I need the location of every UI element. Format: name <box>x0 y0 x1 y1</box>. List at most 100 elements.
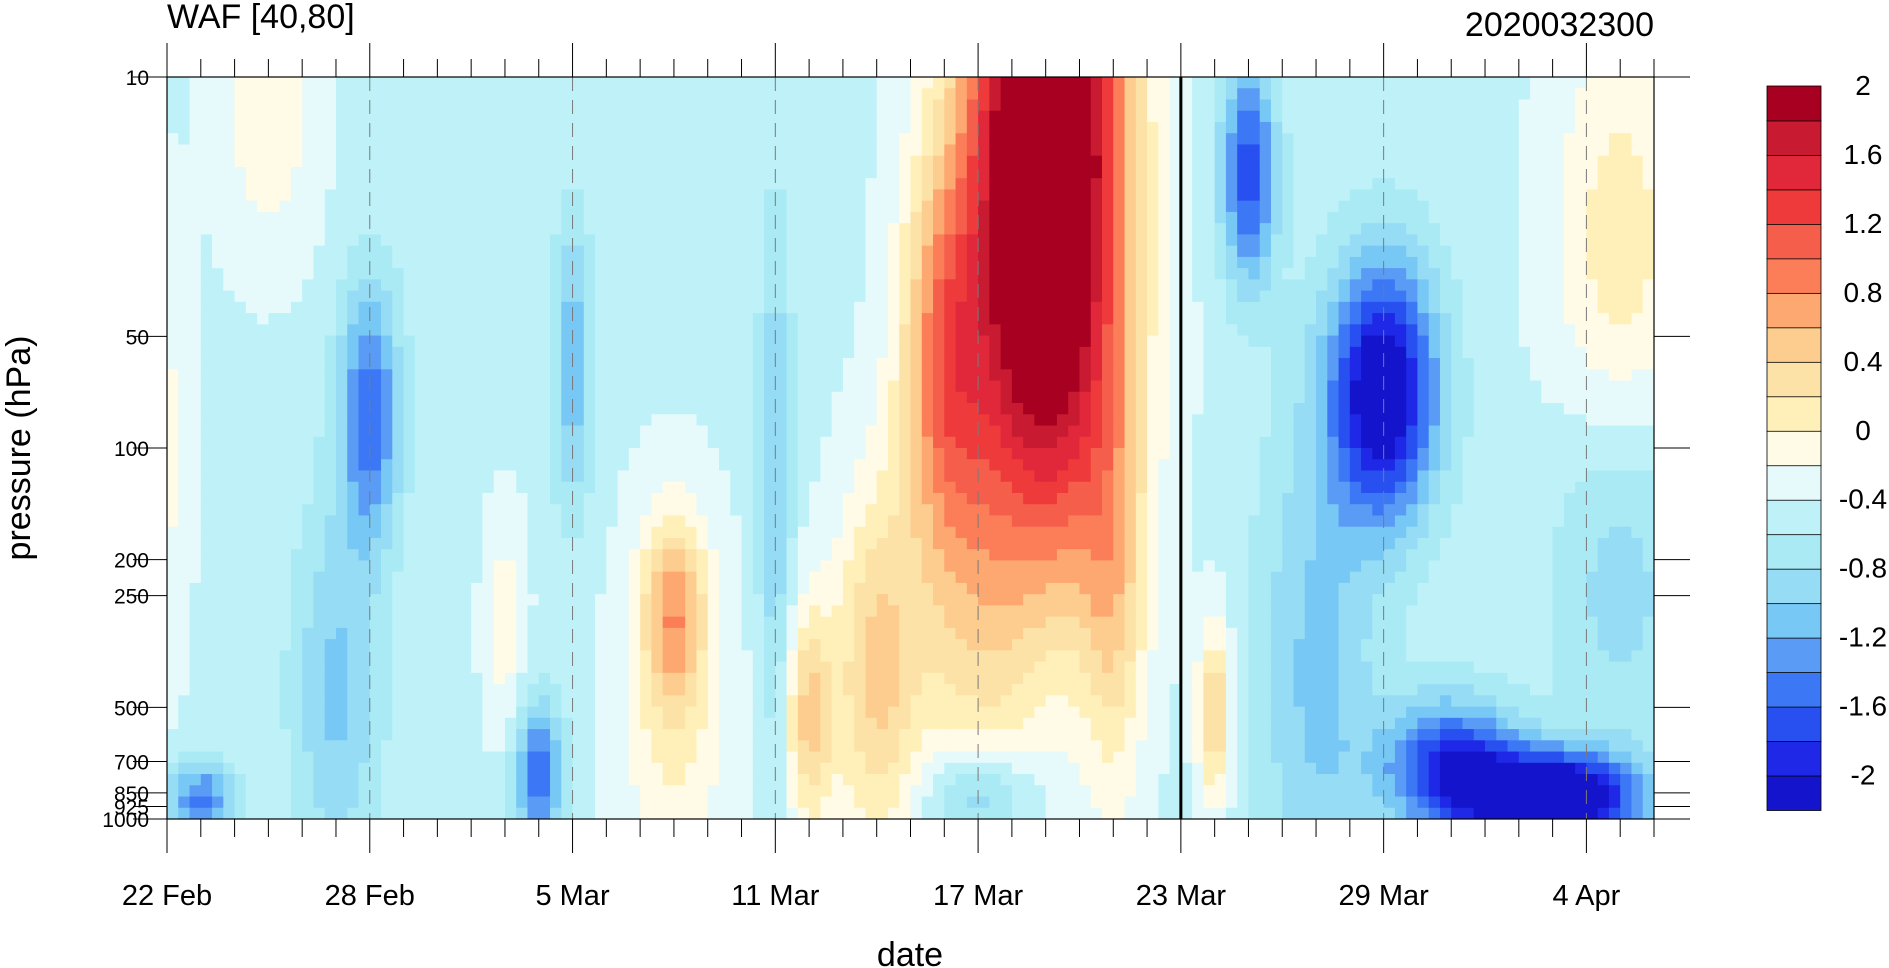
field-cell <box>966 751 979 764</box>
field-cell <box>730 537 743 550</box>
field-cell <box>842 166 855 179</box>
field-cell <box>595 324 607 337</box>
field-cell <box>887 717 900 730</box>
field-cell <box>741 549 754 562</box>
field-cell <box>989 717 1002 730</box>
field-cell <box>899 526 912 539</box>
field-cell <box>426 403 438 415</box>
field-cell <box>831 796 844 809</box>
field-cell <box>775 189 788 202</box>
field-cell <box>865 211 878 224</box>
field-cell <box>651 627 664 640</box>
field-cell <box>381 492 393 505</box>
field-cell <box>730 729 743 741</box>
field-cell <box>876 492 889 505</box>
field-cell <box>854 526 867 539</box>
field-cell <box>268 155 281 168</box>
field-cell <box>775 369 788 382</box>
field-cell <box>628 166 641 179</box>
field-cell <box>324 448 337 460</box>
field-cell <box>685 211 698 224</box>
field-cell <box>978 380 990 393</box>
field-cell <box>775 211 788 224</box>
field-cell <box>414 470 427 483</box>
field-cell <box>662 560 675 573</box>
field-cell <box>257 211 269 224</box>
field-cell <box>561 391 574 404</box>
field-cell <box>640 268 653 280</box>
field-cell <box>335 436 348 449</box>
field-cell <box>302 234 315 247</box>
field-cell <box>178 605 191 618</box>
field-cell <box>426 672 438 685</box>
field-cell <box>200 706 213 719</box>
field-cell <box>978 627 990 640</box>
field-cell <box>797 729 810 741</box>
field-cell <box>437 144 450 157</box>
field-cell <box>628 672 641 685</box>
field-cell <box>617 537 630 550</box>
field-cell <box>595 594 607 606</box>
field-cell <box>381 88 393 101</box>
field-cell <box>966 77 979 89</box>
field-cell <box>955 380 968 393</box>
field-cell <box>538 582 551 595</box>
field-cell <box>212 358 224 370</box>
field-cell <box>876 166 889 179</box>
field-cell <box>245 245 258 258</box>
field-cell <box>685 346 698 359</box>
field-cell <box>764 492 776 505</box>
field-cell <box>268 504 281 517</box>
field-cell <box>831 414 844 427</box>
field-cell <box>347 425 360 438</box>
field-cell <box>200 279 213 292</box>
field-cell <box>696 369 709 382</box>
field-cell <box>944 110 957 123</box>
field-cell <box>831 672 844 685</box>
field-cell <box>482 77 495 89</box>
field-cell <box>538 717 551 730</box>
field-cell <box>234 807 247 819</box>
field-cell <box>392 515 405 528</box>
field-cell <box>414 301 427 314</box>
field-cell <box>876 234 889 247</box>
field-cell <box>752 346 765 359</box>
field-cell <box>752 729 765 741</box>
field-cell <box>1011 144 1024 157</box>
field-cell <box>887 414 900 427</box>
field-cell <box>471 582 484 595</box>
field-cell <box>685 425 698 438</box>
field-cell <box>527 425 540 438</box>
field-cell <box>561 223 574 235</box>
field-cell <box>786 639 799 651</box>
field-cell <box>381 695 393 708</box>
field-cell <box>842 684 855 696</box>
field-cell <box>662 470 675 483</box>
field-cell <box>234 796 247 809</box>
field-cell <box>167 436 179 449</box>
field-cell <box>966 717 979 730</box>
field-cell <box>831 526 844 539</box>
field-cell <box>775 436 788 449</box>
field-cell <box>550 729 562 741</box>
field-cell <box>223 549 236 562</box>
field-cell <box>448 324 461 337</box>
field-cell <box>178 234 191 247</box>
field-cell <box>865 77 878 89</box>
field-cell <box>437 492 450 505</box>
field-cell <box>707 481 720 494</box>
field-cell <box>933 335 945 348</box>
field-cell <box>989 256 1002 269</box>
field-cell <box>550 740 562 753</box>
field-cell <box>212 448 224 460</box>
field-cell <box>550 178 562 191</box>
field-cell <box>504 785 517 798</box>
field-cell <box>955 470 968 483</box>
field-cell <box>347 695 360 708</box>
field-cell <box>831 166 844 179</box>
field-cell <box>921 380 934 393</box>
field-cell <box>640 459 653 472</box>
field-cell <box>403 672 416 685</box>
field-cell <box>234 594 247 606</box>
field-cell <box>741 121 754 134</box>
